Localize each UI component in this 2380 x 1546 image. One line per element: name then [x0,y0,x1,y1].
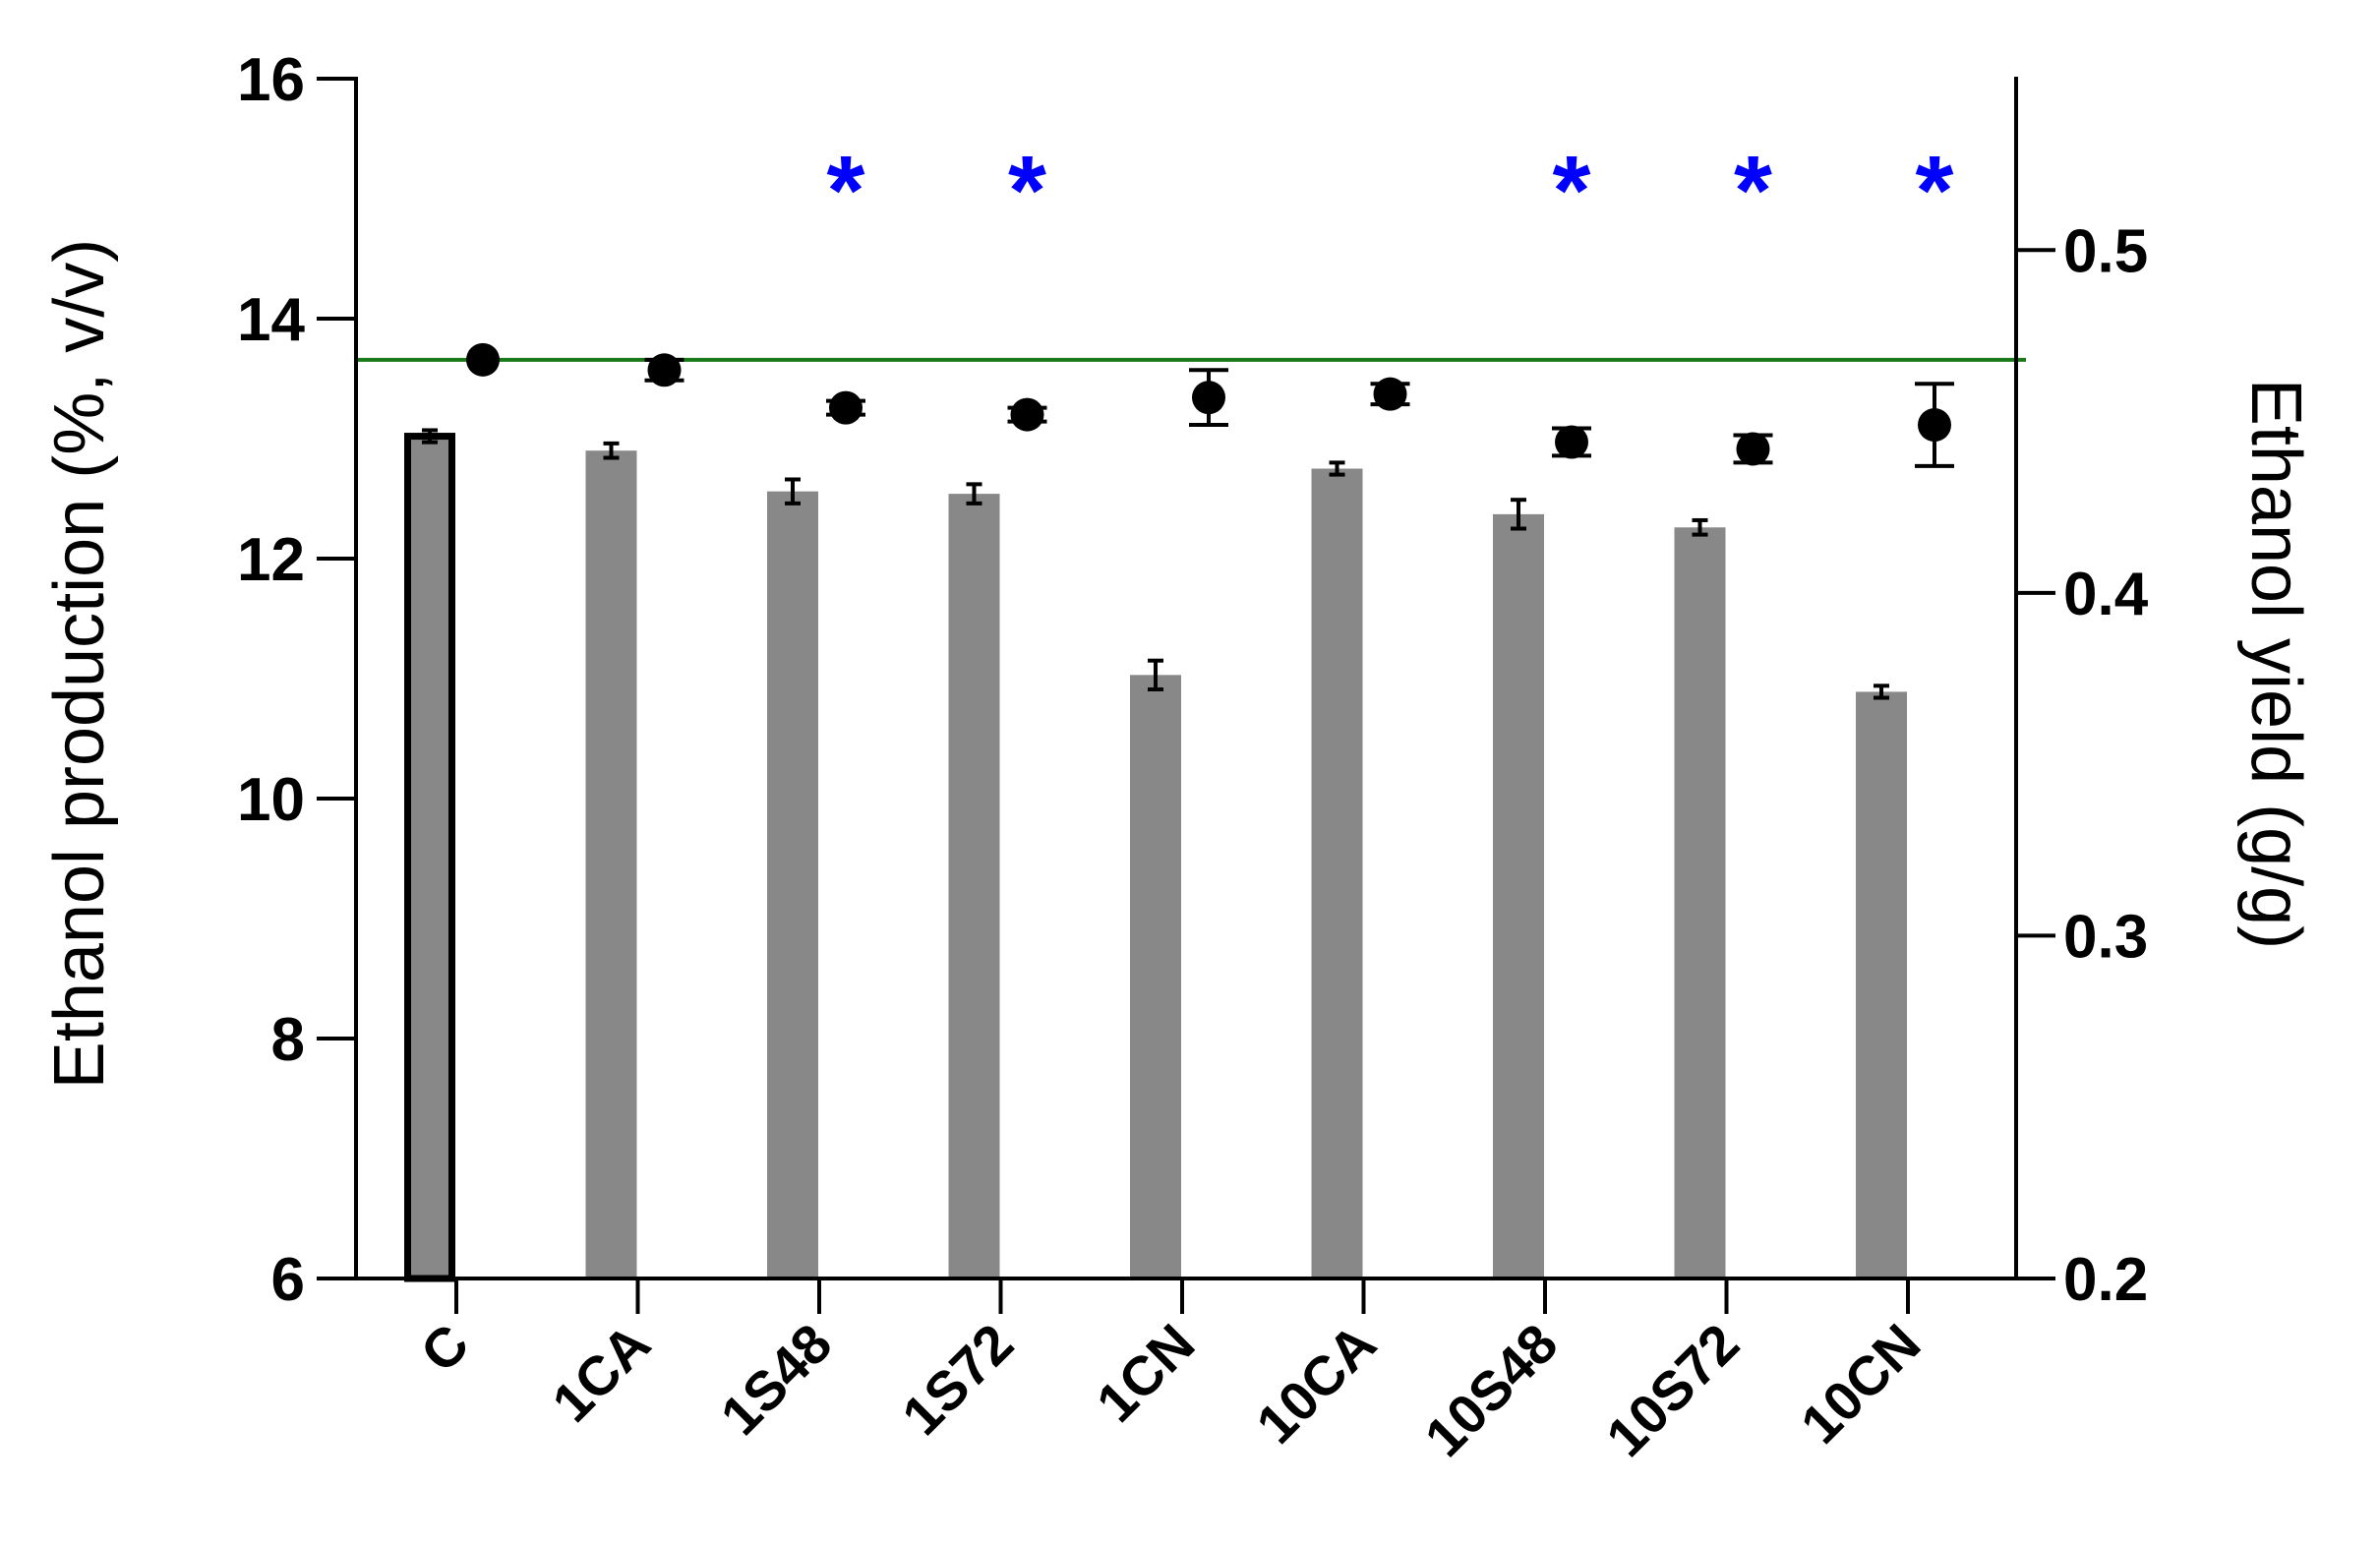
right-axis-title: Ethanol yield (g/g) [2236,379,2315,949]
x-tick-label-1S72: 1S72 [890,1312,1025,1447]
bar-1S48 [767,491,818,1278]
significance-star-10S48: * [1553,136,1591,246]
left-tick-label-10: 10 [237,766,305,834]
left-tick-label-12: 12 [237,526,305,594]
right-tick-label-0.3: 0.3 [2063,903,2148,971]
right-tick-label-0.4: 0.4 [2063,561,2149,628]
bar-1CN [1130,675,1181,1278]
point-10CA [1373,377,1407,411]
bar-10CA [1311,468,1363,1278]
bar-1S72 [948,494,1000,1278]
x-tick-label-1S48: 1S48 [708,1312,843,1447]
left-axis-title: Ethanol production (%, v/v) [40,239,119,1089]
points-layer [466,342,1954,468]
point-10CN [1918,408,1951,443]
point-1S72 [1010,397,1044,432]
point-10S48 [1555,425,1588,459]
x-tick-label-1CA: 1CA [540,1312,662,1434]
point-C [466,342,500,377]
bar-C [404,433,455,1282]
bar-10S72 [1674,527,1726,1278]
left-tick-label-14: 14 [237,286,305,354]
point-1S48 [829,390,863,425]
significance-star-10CN: * [1916,136,1954,246]
bar-10S48 [1493,513,1544,1278]
x-tick-label-1CN: 1CN [1085,1312,1207,1434]
left-tick-label-8: 8 [271,1006,305,1074]
right-tick-label-0.2: 0.2 [2063,1246,2148,1314]
point-10S72 [1736,432,1770,466]
bars-layer [404,428,1907,1282]
significance-star-1S48: * [827,136,865,246]
x-tick-label-10CN: 10CN [1789,1312,1933,1456]
x-tick-label-C: C [408,1312,480,1384]
bar-1CA [585,450,637,1278]
point-1CN [1192,381,1225,415]
significance-star-10S72: * [1734,136,1772,246]
significance-star-1S72: * [1008,136,1046,246]
point-1CA [647,353,682,387]
left-tick-label-16: 16 [237,46,305,114]
left-tick-label-6: 6 [271,1246,305,1314]
x-tick-label-10S72: 10S72 [1594,1312,1751,1468]
right-tick-label-0.5: 0.5 [2063,217,2148,285]
x-tick-label-10CA: 10CA [1244,1312,1388,1456]
x-tick-label-10S48: 10S48 [1412,1312,1569,1468]
bar-10CN [1856,691,1907,1278]
significance-layer: * * * * * [827,136,1954,246]
